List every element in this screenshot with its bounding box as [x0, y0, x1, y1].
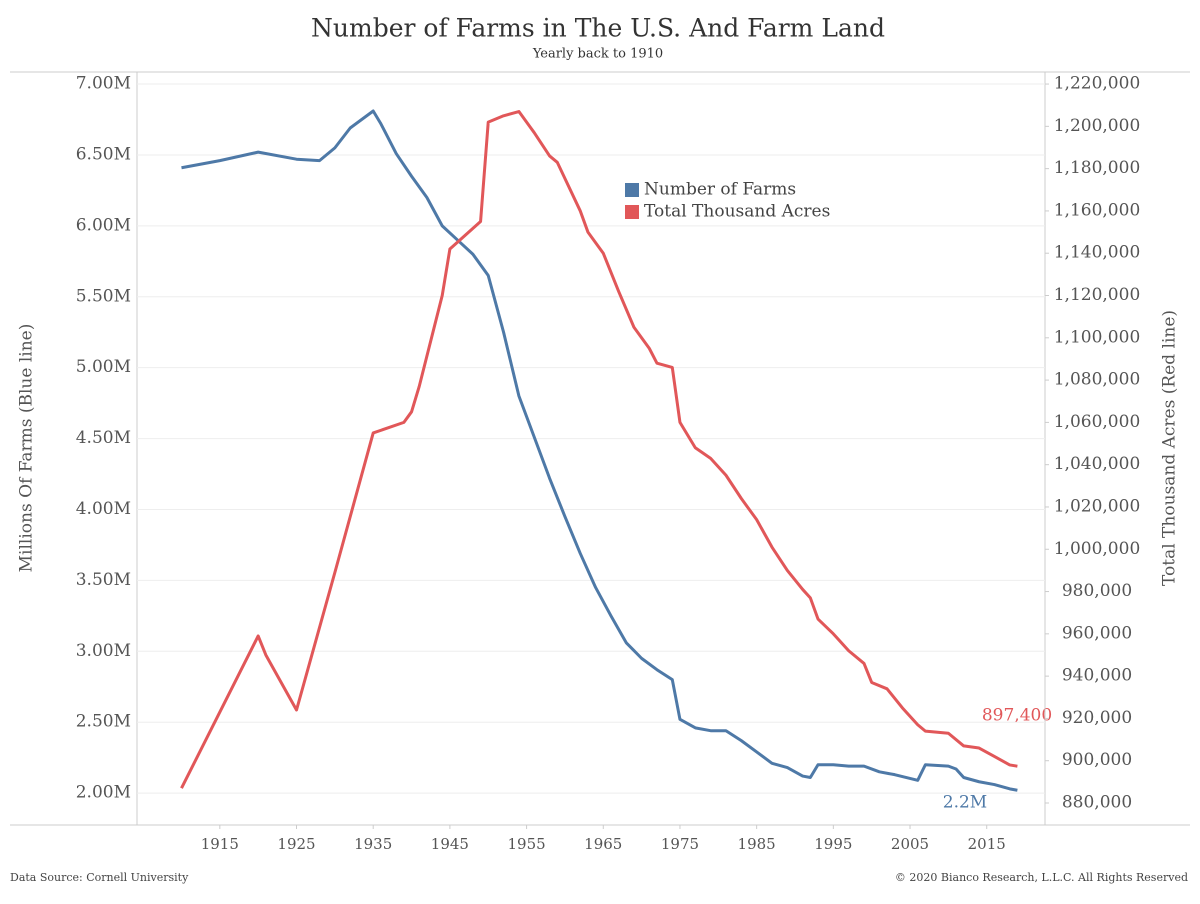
y2-tick-label: 1,140,000 — [1054, 243, 1141, 263]
x-tick-label: 1925 — [277, 835, 315, 853]
series-line — [181, 109, 1018, 792]
y2-tick-label: 1,080,000 — [1054, 370, 1141, 390]
chart-subtitle: Yearly back to 1910 — [532, 47, 663, 62]
y-tick-label: 2.50M — [76, 712, 131, 732]
y2-tick-label: 1,060,000 — [1054, 412, 1141, 432]
legend-swatch — [625, 183, 639, 197]
y-tick-label: 4.50M — [76, 428, 131, 448]
y-tick-label: 4.00M — [76, 499, 131, 519]
legend-swatch — [625, 205, 639, 219]
legend-label: Number of Farms — [644, 180, 796, 200]
x-tick-label: 1955 — [507, 835, 545, 853]
legend-label: Total Thousand Acres — [644, 202, 830, 222]
y-tick-label: 2.00M — [76, 783, 131, 803]
x-tick-label: 2015 — [968, 835, 1006, 853]
y-tick-label: 5.50M — [76, 286, 131, 306]
y2-tick-label: 1,100,000 — [1054, 327, 1141, 347]
x-tick-label: 1975 — [661, 835, 699, 853]
y-tick-label: 3.50M — [76, 570, 131, 590]
y2-tick-label: 1,160,000 — [1054, 200, 1141, 220]
x-tick-label: 1935 — [354, 835, 392, 853]
y-tick-label: 3.00M — [76, 641, 131, 661]
y2-tick-label: 1,180,000 — [1054, 158, 1141, 178]
source: Data Source: Cornell University — [10, 871, 189, 884]
y2-tick-label: 1,000,000 — [1054, 539, 1141, 559]
x-tick-label: 1995 — [814, 835, 852, 853]
y-tick-label: 5.00M — [76, 357, 131, 377]
y-tick-label: 6.50M — [76, 144, 131, 164]
y2-axis-label: Total Thousand Acres (Red line) — [1160, 310, 1180, 586]
y2-tick-label: 940,000 — [1062, 666, 1132, 686]
y2-tick-label: 1,120,000 — [1054, 285, 1141, 305]
y2-tick-label: 1,020,000 — [1054, 496, 1141, 516]
x-tick-label: 1965 — [584, 835, 622, 853]
x-tick-label: 1915 — [201, 835, 239, 853]
y-tick-label: 7.00M — [76, 74, 131, 94]
series-line — [180, 110, 1018, 789]
y2-tick-label: 880,000 — [1062, 793, 1132, 813]
y-axis-label: Millions Of Farms (Blue line) — [17, 324, 37, 573]
copyright: © 2020 Bianco Research, L.L.C. All Right… — [895, 871, 1188, 884]
annotation: 2.2M — [943, 793, 987, 813]
y2-tick-label: 1,040,000 — [1054, 454, 1141, 474]
y-tick-label: 6.00M — [76, 215, 131, 235]
y2-tick-label: 1,220,000 — [1054, 74, 1141, 94]
y2-tick-label: 900,000 — [1062, 750, 1132, 770]
chart-title: Number of Farms in The U.S. And Farm Lan… — [311, 14, 885, 43]
y2-tick-label: 980,000 — [1062, 581, 1132, 601]
y2-tick-label: 920,000 — [1062, 708, 1132, 728]
x-tick-label: 1945 — [431, 835, 469, 853]
annotation: 897,400 — [982, 706, 1052, 726]
x-tick-label: 2005 — [891, 835, 929, 853]
y2-tick-label: 1,200,000 — [1054, 116, 1141, 136]
x-tick-label: 1985 — [738, 835, 776, 853]
y2-tick-label: 960,000 — [1062, 623, 1132, 643]
